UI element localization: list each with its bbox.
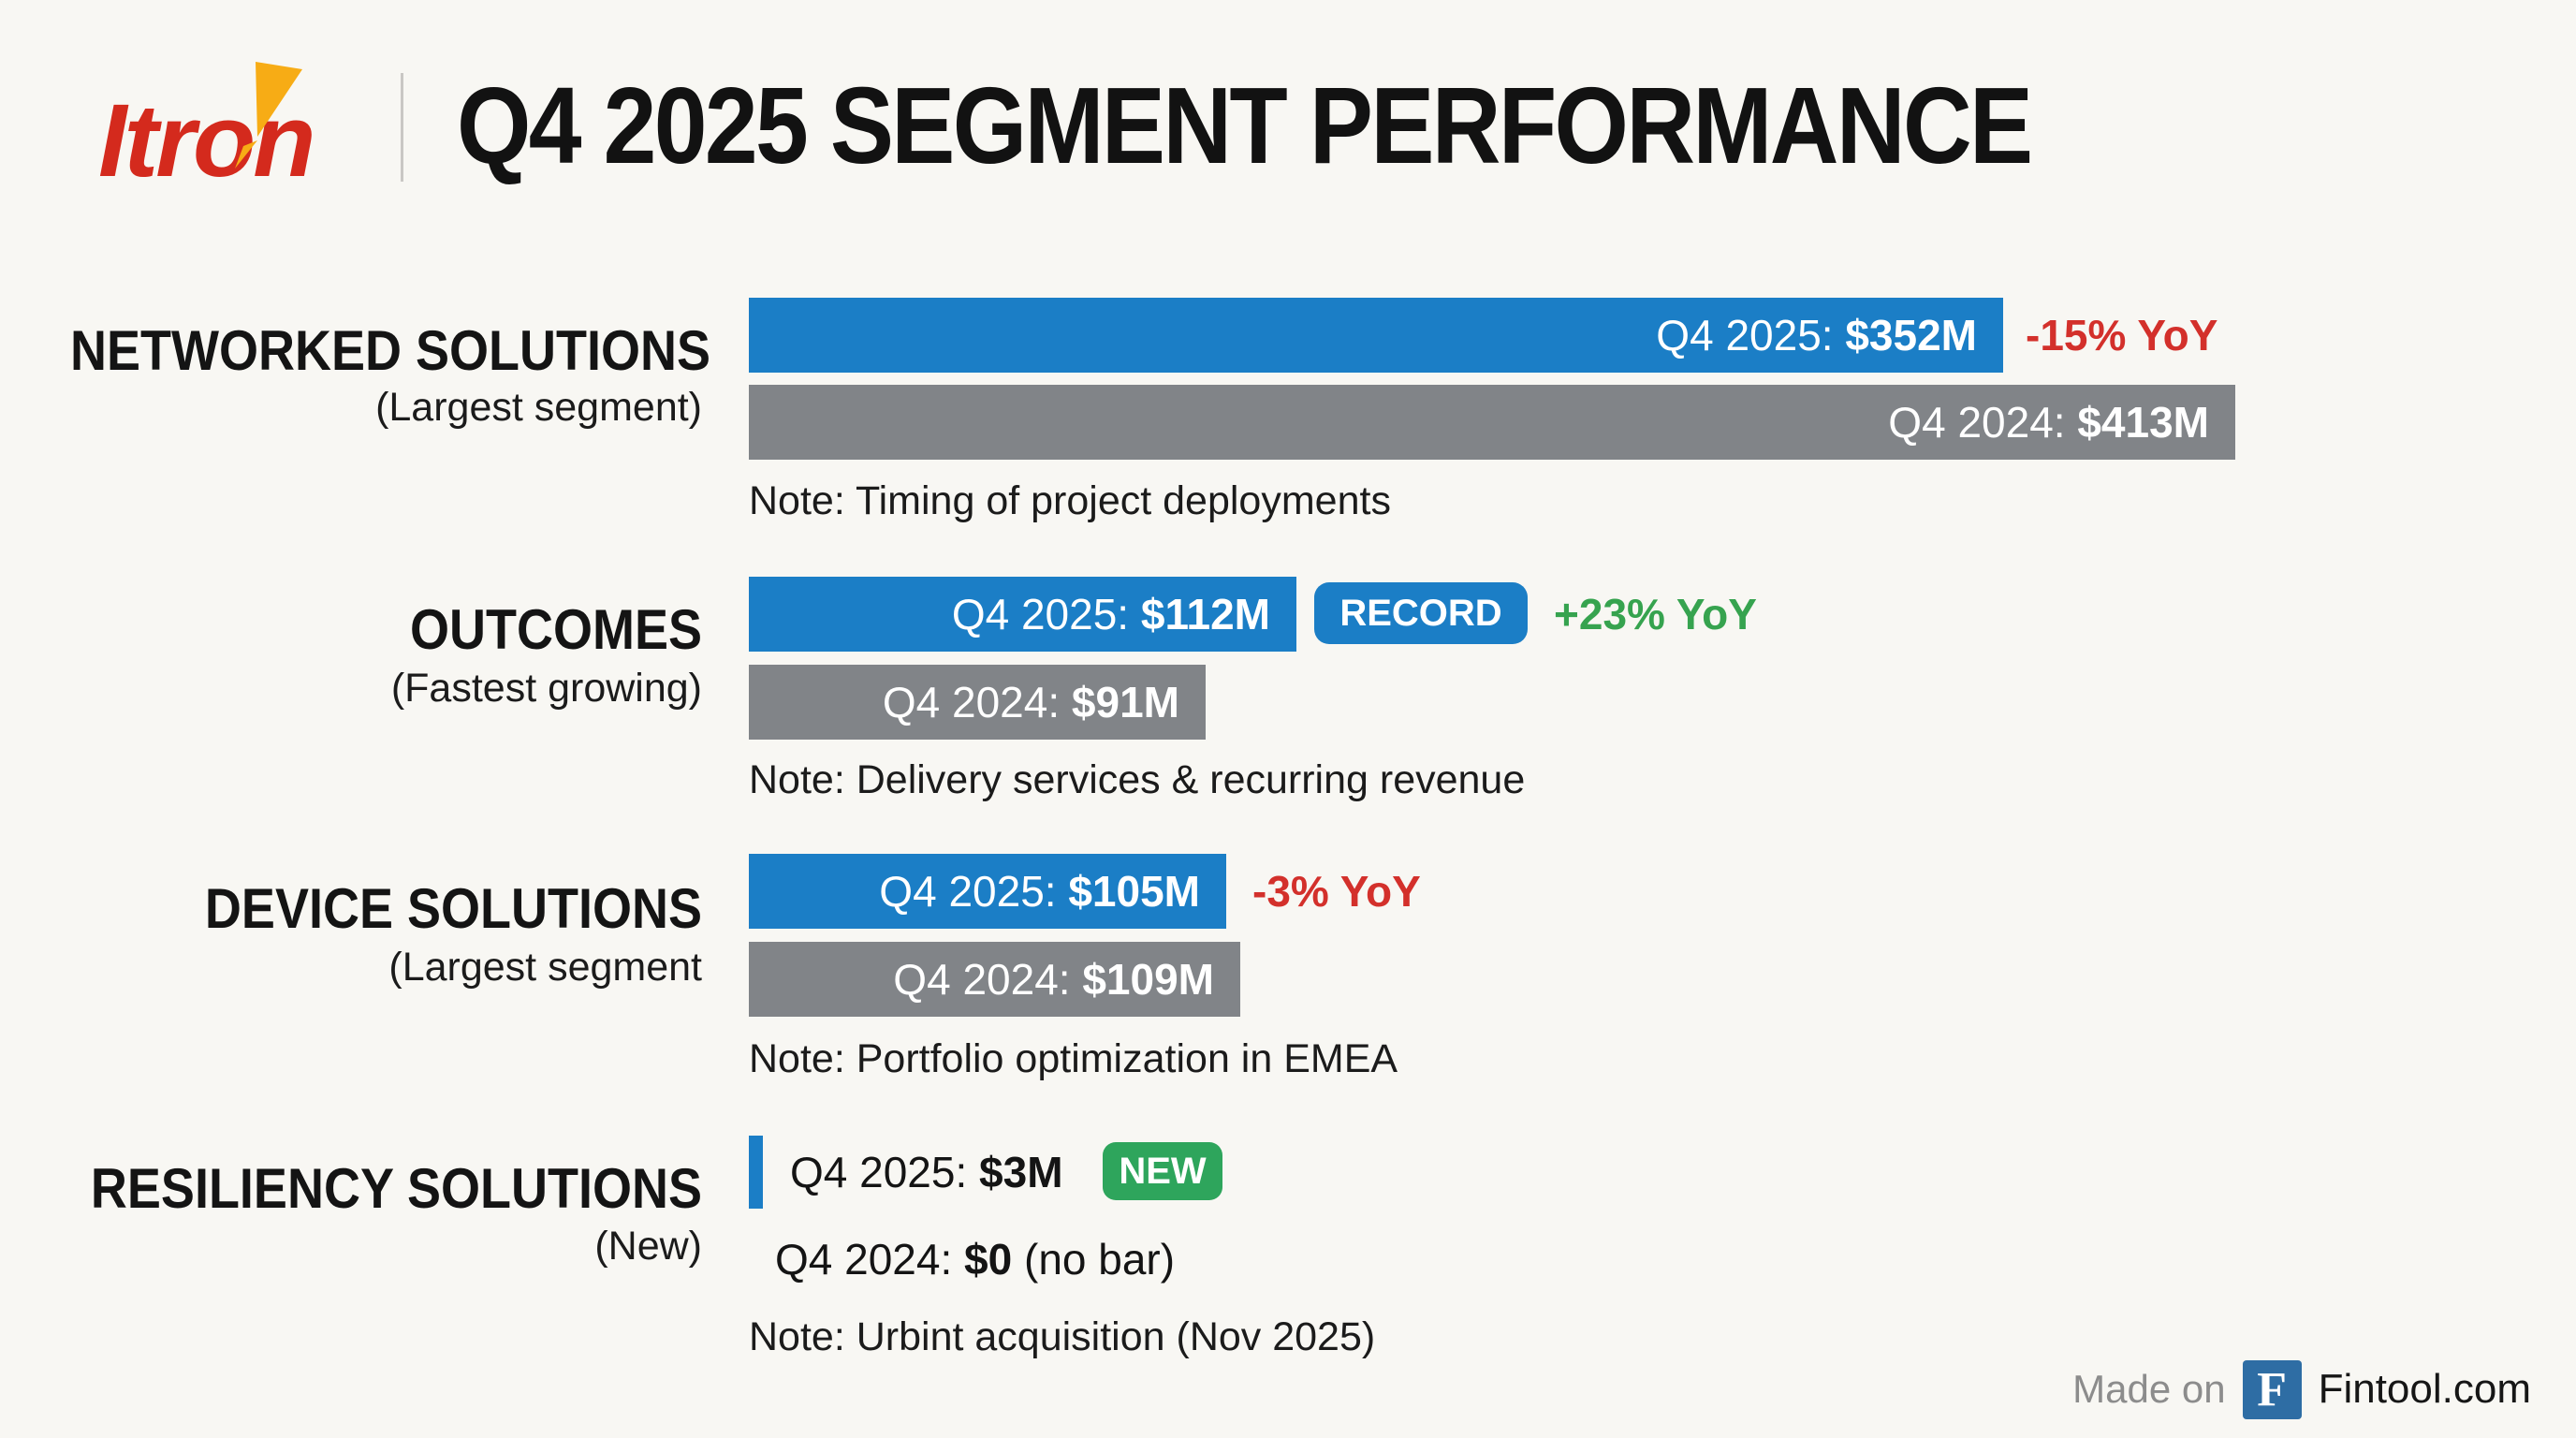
segment-label-networked: NETWORKED SOLUTIONS xyxy=(70,319,710,382)
yoy-outcomes: +23% YoY xyxy=(1554,590,1757,638)
note-resiliency: Note: Urbint acquisition (Nov 2025) xyxy=(749,1314,1376,1359)
header-divider xyxy=(401,73,403,182)
itron-logo: Itron xyxy=(98,90,407,212)
bar-outcomes-2024: Q4 2024: $91M xyxy=(749,665,1206,740)
note-device: Note: Portfolio optimization in EMEA xyxy=(749,1036,1398,1081)
bar-device-2025: Q4 2025: $105M xyxy=(749,854,1226,929)
page-title: Q4 2025 SEGMENT PERFORMANCE xyxy=(457,65,2033,186)
new-badge: NEW xyxy=(1103,1142,1222,1200)
note-networked: Note: Timing of project deployments xyxy=(749,478,1391,523)
segment-subtitle-device: (Largest segment xyxy=(388,945,702,990)
yoy-networked: -15% YoY xyxy=(2026,311,2218,360)
segment-subtitle-networked: (Largest segment) xyxy=(375,385,702,430)
bar-device-2024: Q4 2024: $109M xyxy=(749,942,1240,1017)
footer-attribution: Made on F Fintool.com xyxy=(2072,1359,2531,1419)
made-on-label: Made on xyxy=(2072,1367,2226,1411)
itron-logo-text: Itron xyxy=(98,83,315,198)
resiliency-2024-value-line: Q4 2024: $0 (no bar) xyxy=(775,1235,1176,1284)
fintool-link[interactable]: Fintool.com xyxy=(2318,1366,2531,1412)
bar-networked-2024: Q4 2024: $413M xyxy=(749,385,2235,460)
segment-label-outcomes: OUTCOMES xyxy=(409,598,702,661)
segment-label-resiliency: RESILIENCY SOLUTIONS xyxy=(90,1157,703,1220)
fintool-logo-icon: F xyxy=(2242,1359,2302,1419)
segment-subtitle-resiliency: (New) xyxy=(594,1224,702,1269)
note-outcomes: Note: Delivery services & recurring reve… xyxy=(749,757,1526,802)
yoy-device: -3% YoY xyxy=(1252,867,1421,916)
record-badge: RECORD xyxy=(1314,582,1528,644)
bar-resiliency-2025 xyxy=(749,1136,763,1209)
segment-label-device: DEVICE SOLUTIONS xyxy=(204,877,702,940)
bar-outcomes-2025: Q4 2025: $112M xyxy=(749,577,1296,652)
segment-subtitle-outcomes: (Fastest growing) xyxy=(390,666,702,711)
bar-networked-2025: Q4 2025: $352M xyxy=(749,298,2003,373)
resiliency-2025-value-line: Q4 2025: $3M xyxy=(790,1148,1063,1196)
